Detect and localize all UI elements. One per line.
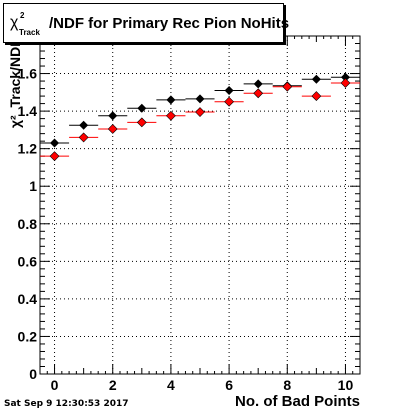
data-point [49,151,60,162]
data-point [108,111,118,121]
data-point [107,124,118,134]
data-point [79,120,89,130]
x-tick-label: 0 [51,377,59,393]
y-tick-label: 0 [29,366,37,382]
data-point [137,103,147,113]
title-superscript: 2 [20,11,25,20]
x-tick-label: 8 [283,377,291,393]
x-axis-label: No. of Bad Points [235,393,360,410]
series-1 [40,78,360,162]
y-tick-label: 1.2 [18,141,38,157]
data-point [50,138,60,148]
data-point [224,96,235,107]
title-text: /NDF for Primary Rec Pion NoHits [49,15,290,32]
data-point [253,88,264,99]
y-axis-label-text: χ²_Track/NDF [7,38,23,128]
title-subscript: Track [19,28,40,37]
series-0 [40,72,360,148]
data-point [340,72,350,82]
data-point [282,81,293,92]
data-point [195,107,205,117]
data-point [165,110,176,121]
data-point [340,78,351,88]
data-point [311,74,321,84]
x-tick-label: 4 [167,377,175,393]
data-point [311,91,322,102]
y-tick-label: 0.8 [18,216,38,232]
data-point [253,79,263,89]
y-tick-label: 1.6 [18,66,38,82]
data-point [136,117,147,128]
data-point [166,95,176,105]
timestamp: Sat Sep 9 12:30:53 2017 [4,399,129,409]
plot-frame [39,35,361,375]
title-chi-symbol: χ [10,14,19,31]
y-tick-label: 0.4 [18,291,38,307]
y-tick-label: 1 [29,178,37,194]
data-point [224,85,234,95]
data-point [195,94,205,104]
y-axis-label: χ²_Track/NDF [7,38,23,128]
chart-title: χ 2 Track /NDF for Primary Rec Pion NoHi… [3,3,289,43]
y-tick-label: 0.6 [18,253,38,269]
x-tick-label: 10 [338,377,354,393]
data-point [78,132,89,143]
y-tick-label: 1.4 [18,103,38,119]
y-tick-label: 0.2 [18,328,38,344]
x-tick-label: 6 [225,377,233,393]
x-tick-label: 2 [109,377,117,393]
